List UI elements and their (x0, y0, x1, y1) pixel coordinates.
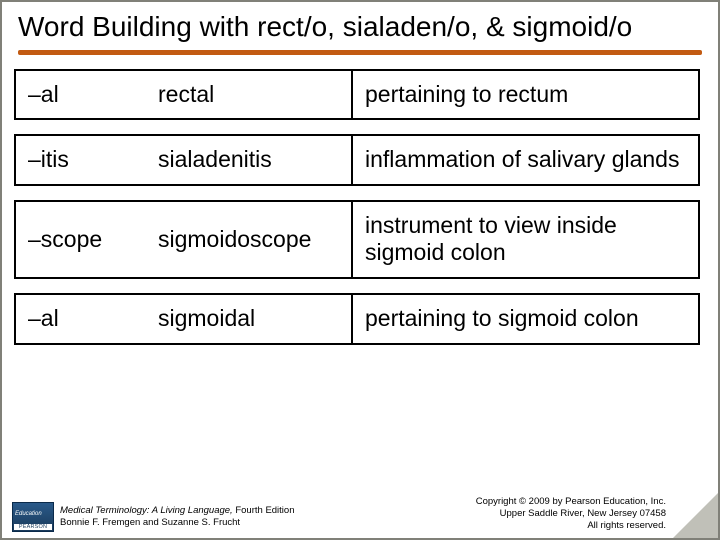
slide-title: Word Building with rect/o, sialaden/o, &… (18, 10, 702, 44)
corner-fold-icon (673, 493, 718, 538)
footer-left: Medical Terminology: A Living Language, … (12, 502, 295, 532)
footer-right: Copyright © 2009 by Pearson Education, I… (476, 496, 666, 532)
pearson-logo (12, 502, 54, 532)
definition-cell: instrument to view inside sigmoid colon (351, 202, 698, 277)
term-cell: rectal (146, 71, 351, 119)
book-edition: Fourth Edition (233, 505, 295, 516)
book-info: Medical Terminology: A Living Language, … (60, 505, 295, 529)
definition-cell: pertaining to sigmoid colon (351, 295, 698, 343)
suffix-cell: –al (16, 71, 146, 119)
copyright-line: Copyright © 2009 by Pearson Education, I… (476, 496, 666, 508)
suffix-cell: –scope (16, 202, 146, 277)
definition-cell: pertaining to rectum (351, 71, 698, 119)
table-row: –itis sialadenitis inflammation of saliv… (14, 134, 700, 186)
table-row: –scope sigmoidoscope instrument to view … (14, 200, 700, 279)
address-line: Upper Saddle River, New Jersey 07458 (476, 508, 666, 520)
word-building-table: –al rectal pertaining to rectum –itis si… (2, 59, 718, 345)
table-row: –al sigmoidal pertaining to sigmoid colo… (14, 293, 700, 345)
suffix-cell: –al (16, 295, 146, 343)
title-underline (18, 50, 702, 55)
book-authors: Bonnie F. Fremgen and Suzanne S. Frucht (60, 517, 295, 529)
term-cell: sialadenitis (146, 136, 351, 184)
term-cell: sigmoidal (146, 295, 351, 343)
suffix-cell: –itis (16, 136, 146, 184)
book-title: Medical Terminology: A Living Language, (60, 505, 233, 516)
rights-line: All rights reserved. (476, 520, 666, 532)
table-row: –al rectal pertaining to rectum (14, 69, 700, 121)
title-block: Word Building with rect/o, sialaden/o, &… (2, 2, 718, 59)
term-cell: sigmoidoscope (146, 202, 351, 277)
definition-cell: inflammation of salivary glands (351, 136, 698, 184)
footer: Medical Terminology: A Living Language, … (2, 496, 718, 532)
